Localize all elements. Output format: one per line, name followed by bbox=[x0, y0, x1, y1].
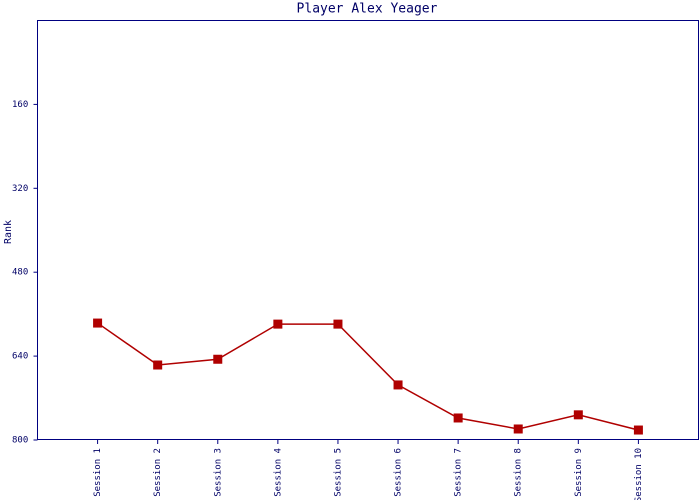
x-tick-label: Session 10 bbox=[634, 448, 644, 500]
x-tick-label: Session 8 bbox=[514, 448, 524, 497]
point-marker bbox=[273, 319, 283, 329]
y-tick-label: 160 bbox=[12, 100, 28, 110]
point-marker bbox=[393, 380, 403, 390]
point-marker bbox=[93, 318, 103, 328]
x-tick-label: Session 5 bbox=[333, 448, 343, 497]
x-tick-label: Session 7 bbox=[454, 448, 464, 497]
point-marker bbox=[633, 425, 643, 435]
y-tick-label: 800 bbox=[12, 436, 28, 446]
x-tick-label: Session 3 bbox=[213, 448, 223, 497]
chart-title: Player Alex Yeager bbox=[297, 2, 438, 17]
x-tick-label: Session 6 bbox=[394, 448, 404, 497]
point-marker bbox=[513, 424, 523, 434]
plot-frame bbox=[37, 20, 699, 440]
y-tick-label: 320 bbox=[12, 184, 28, 194]
y-tick-label: 480 bbox=[12, 268, 28, 278]
y-axis-label: Rank bbox=[3, 220, 14, 244]
point-marker bbox=[333, 319, 343, 329]
point-marker bbox=[453, 413, 463, 423]
x-tick-label: Session 1 bbox=[93, 448, 103, 497]
series-line bbox=[97, 322, 639, 431]
x-tick-label: Session 2 bbox=[153, 448, 163, 497]
y-tick-label: 640 bbox=[12, 352, 28, 362]
point-marker bbox=[573, 410, 583, 420]
point-marker bbox=[153, 360, 163, 370]
x-tick-label: Session 4 bbox=[273, 448, 283, 497]
point-marker bbox=[213, 354, 223, 364]
x-tick-label: Session 9 bbox=[574, 448, 584, 497]
